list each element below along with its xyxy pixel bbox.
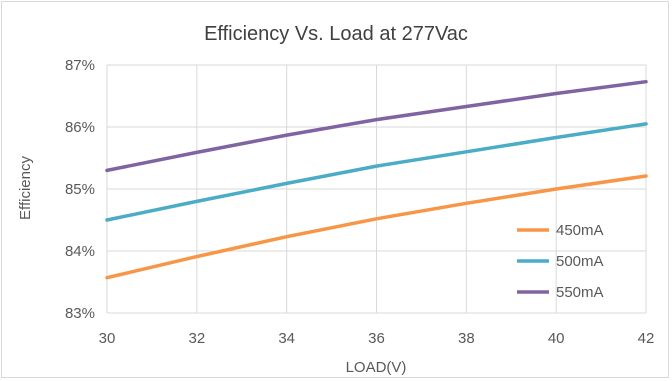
- series-layer: [105, 79, 648, 280]
- y-tick-label: 87%: [65, 57, 95, 74]
- legend: 450mA 500mA 550mA: [517, 222, 604, 301]
- chart-title: Efficiency Vs. Load at 277Vac: [204, 23, 468, 45]
- x-tick-label: 38: [458, 330, 475, 347]
- x-tick-label: 30: [99, 330, 116, 347]
- series-line-550mA: [105, 79, 648, 173]
- y-tick-label: 86%: [65, 119, 95, 136]
- series-line-450mA: [105, 174, 648, 280]
- y-tick-label: 85%: [65, 181, 95, 198]
- y-axis-label: Efficiency: [17, 156, 34, 220]
- y-tick-label: 84%: [65, 243, 95, 260]
- x-tick-label: 32: [188, 330, 205, 347]
- legend-label-500mA: 500mA: [556, 253, 604, 270]
- x-tick-label: 40: [548, 330, 565, 347]
- y-tick-label: 83%: [65, 305, 95, 322]
- x-tick-label: 36: [368, 330, 385, 347]
- series-line-500mA: [105, 122, 648, 222]
- legend-label-550mA: 550mA: [556, 284, 604, 301]
- x-tick-label: 34: [278, 330, 295, 347]
- x-tick-label: 42: [638, 330, 655, 347]
- x-axis-label: LOAD(V): [346, 359, 407, 376]
- tick-layer: 83% 84% 85% 86% 87% 30 32 34 36 38 40 42: [65, 57, 654, 347]
- legend-label-450mA: 450mA: [556, 222, 604, 239]
